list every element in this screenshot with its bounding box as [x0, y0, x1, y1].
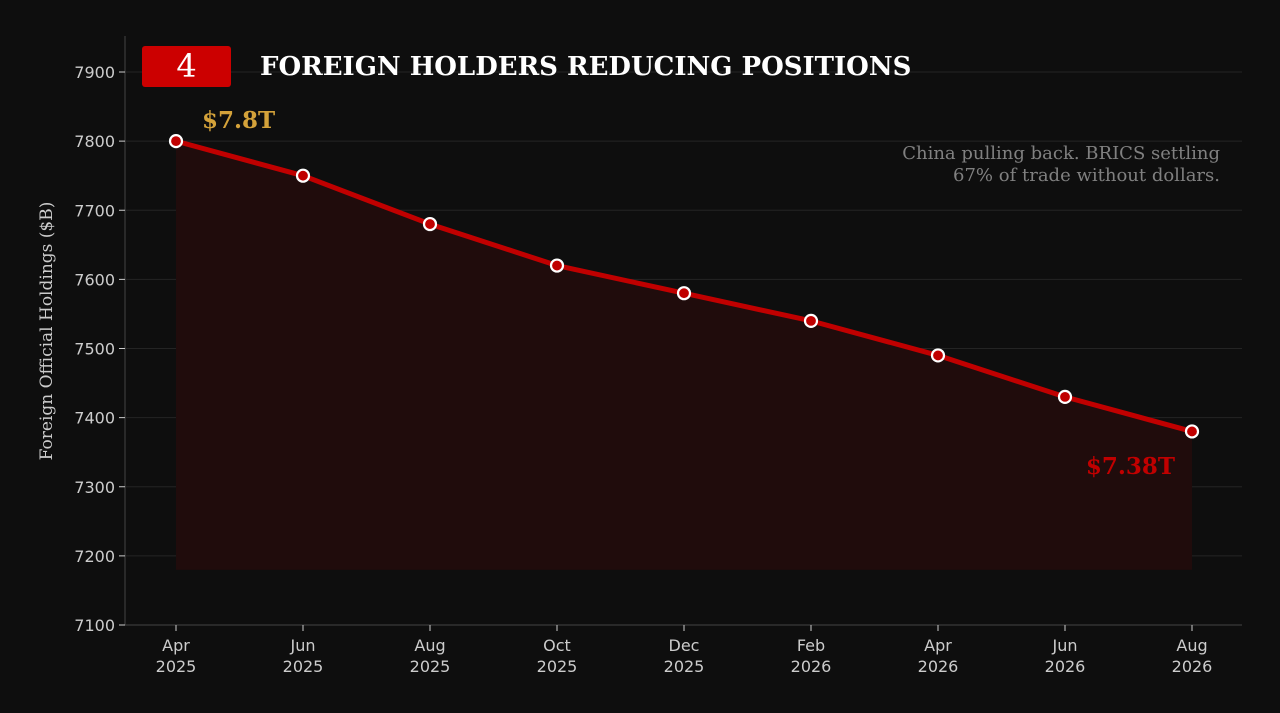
y-tick-label: 7600	[74, 270, 115, 289]
annotation-line-2: 67% of trade without dollars.	[953, 165, 1220, 186]
x-tick-label-year: 2026	[1172, 657, 1213, 676]
x-tick-label-month: Apr	[924, 636, 952, 655]
annotation-line-1: China pulling back. BRICS settling	[902, 143, 1220, 164]
x-tick-label-year: 2025	[664, 657, 705, 676]
y-tick-label: 7800	[74, 132, 115, 151]
y-tick-label: 7700	[74, 201, 115, 220]
x-tick-label-month: Jun	[290, 636, 316, 655]
x-tick-label-month: Oct	[543, 636, 571, 655]
y-tick-label: 7100	[74, 616, 115, 635]
x-tick-label-month: Feb	[797, 636, 825, 655]
x-tick-label-month: Dec	[669, 636, 700, 655]
data-point-3	[422, 216, 438, 232]
data-point-6	[803, 313, 819, 328]
y-tick-label: 7200	[74, 547, 115, 566]
data-point-2	[295, 168, 311, 183]
start-value-label: $7.8T	[202, 107, 275, 134]
data-point-7	[930, 348, 946, 363]
y-tick-label: 7400	[74, 409, 115, 428]
end-value-label: $7.38T	[1086, 453, 1175, 480]
area-fill	[176, 141, 1192, 570]
data-point-4	[549, 258, 565, 273]
badge	[142, 46, 231, 87]
y-axis-ticks: 7100 7200 7300 7400 7500 7600 7700 7800 7900	[74, 63, 125, 635]
x-tick-label-month: Aug	[1176, 636, 1207, 655]
x-tick-label-year: 2026	[791, 657, 832, 676]
x-tick-label-year: 2025	[410, 657, 451, 676]
x-tick-label-year: 2026	[1045, 657, 1086, 676]
series-markers	[168, 134, 1200, 439]
data-point-8	[1057, 389, 1073, 404]
y-tick-label: 7900	[74, 63, 115, 82]
chart-title: FOREIGN HOLDERS REDUCING POSITIONS	[260, 52, 911, 82]
data-point-9	[1184, 424, 1200, 439]
x-tick-label-month: Apr	[162, 636, 190, 655]
y-tick-label: 7300	[74, 478, 115, 497]
x-tick-label-month: Aug	[414, 636, 445, 655]
badge-number: 4	[176, 47, 196, 85]
data-point-5	[676, 286, 692, 301]
data-point-1	[168, 134, 184, 149]
x-tick-label-year: 2026	[918, 657, 959, 676]
x-tick-label-year: 2025	[537, 657, 578, 676]
y-axis-label: Foreign Official Holdings ($B)	[37, 202, 57, 461]
y-tick-label: 7500	[74, 340, 115, 359]
x-tick-label-month: Jun	[1052, 636, 1078, 655]
x-tick-label-year: 2025	[283, 657, 324, 676]
x-tick-label-year: 2025	[156, 657, 197, 676]
x-axis-ticks: Apr 2025 Jun 2025 Aug 2025 Oct 2025 Dec 2025 Feb 20…	[156, 625, 1213, 676]
